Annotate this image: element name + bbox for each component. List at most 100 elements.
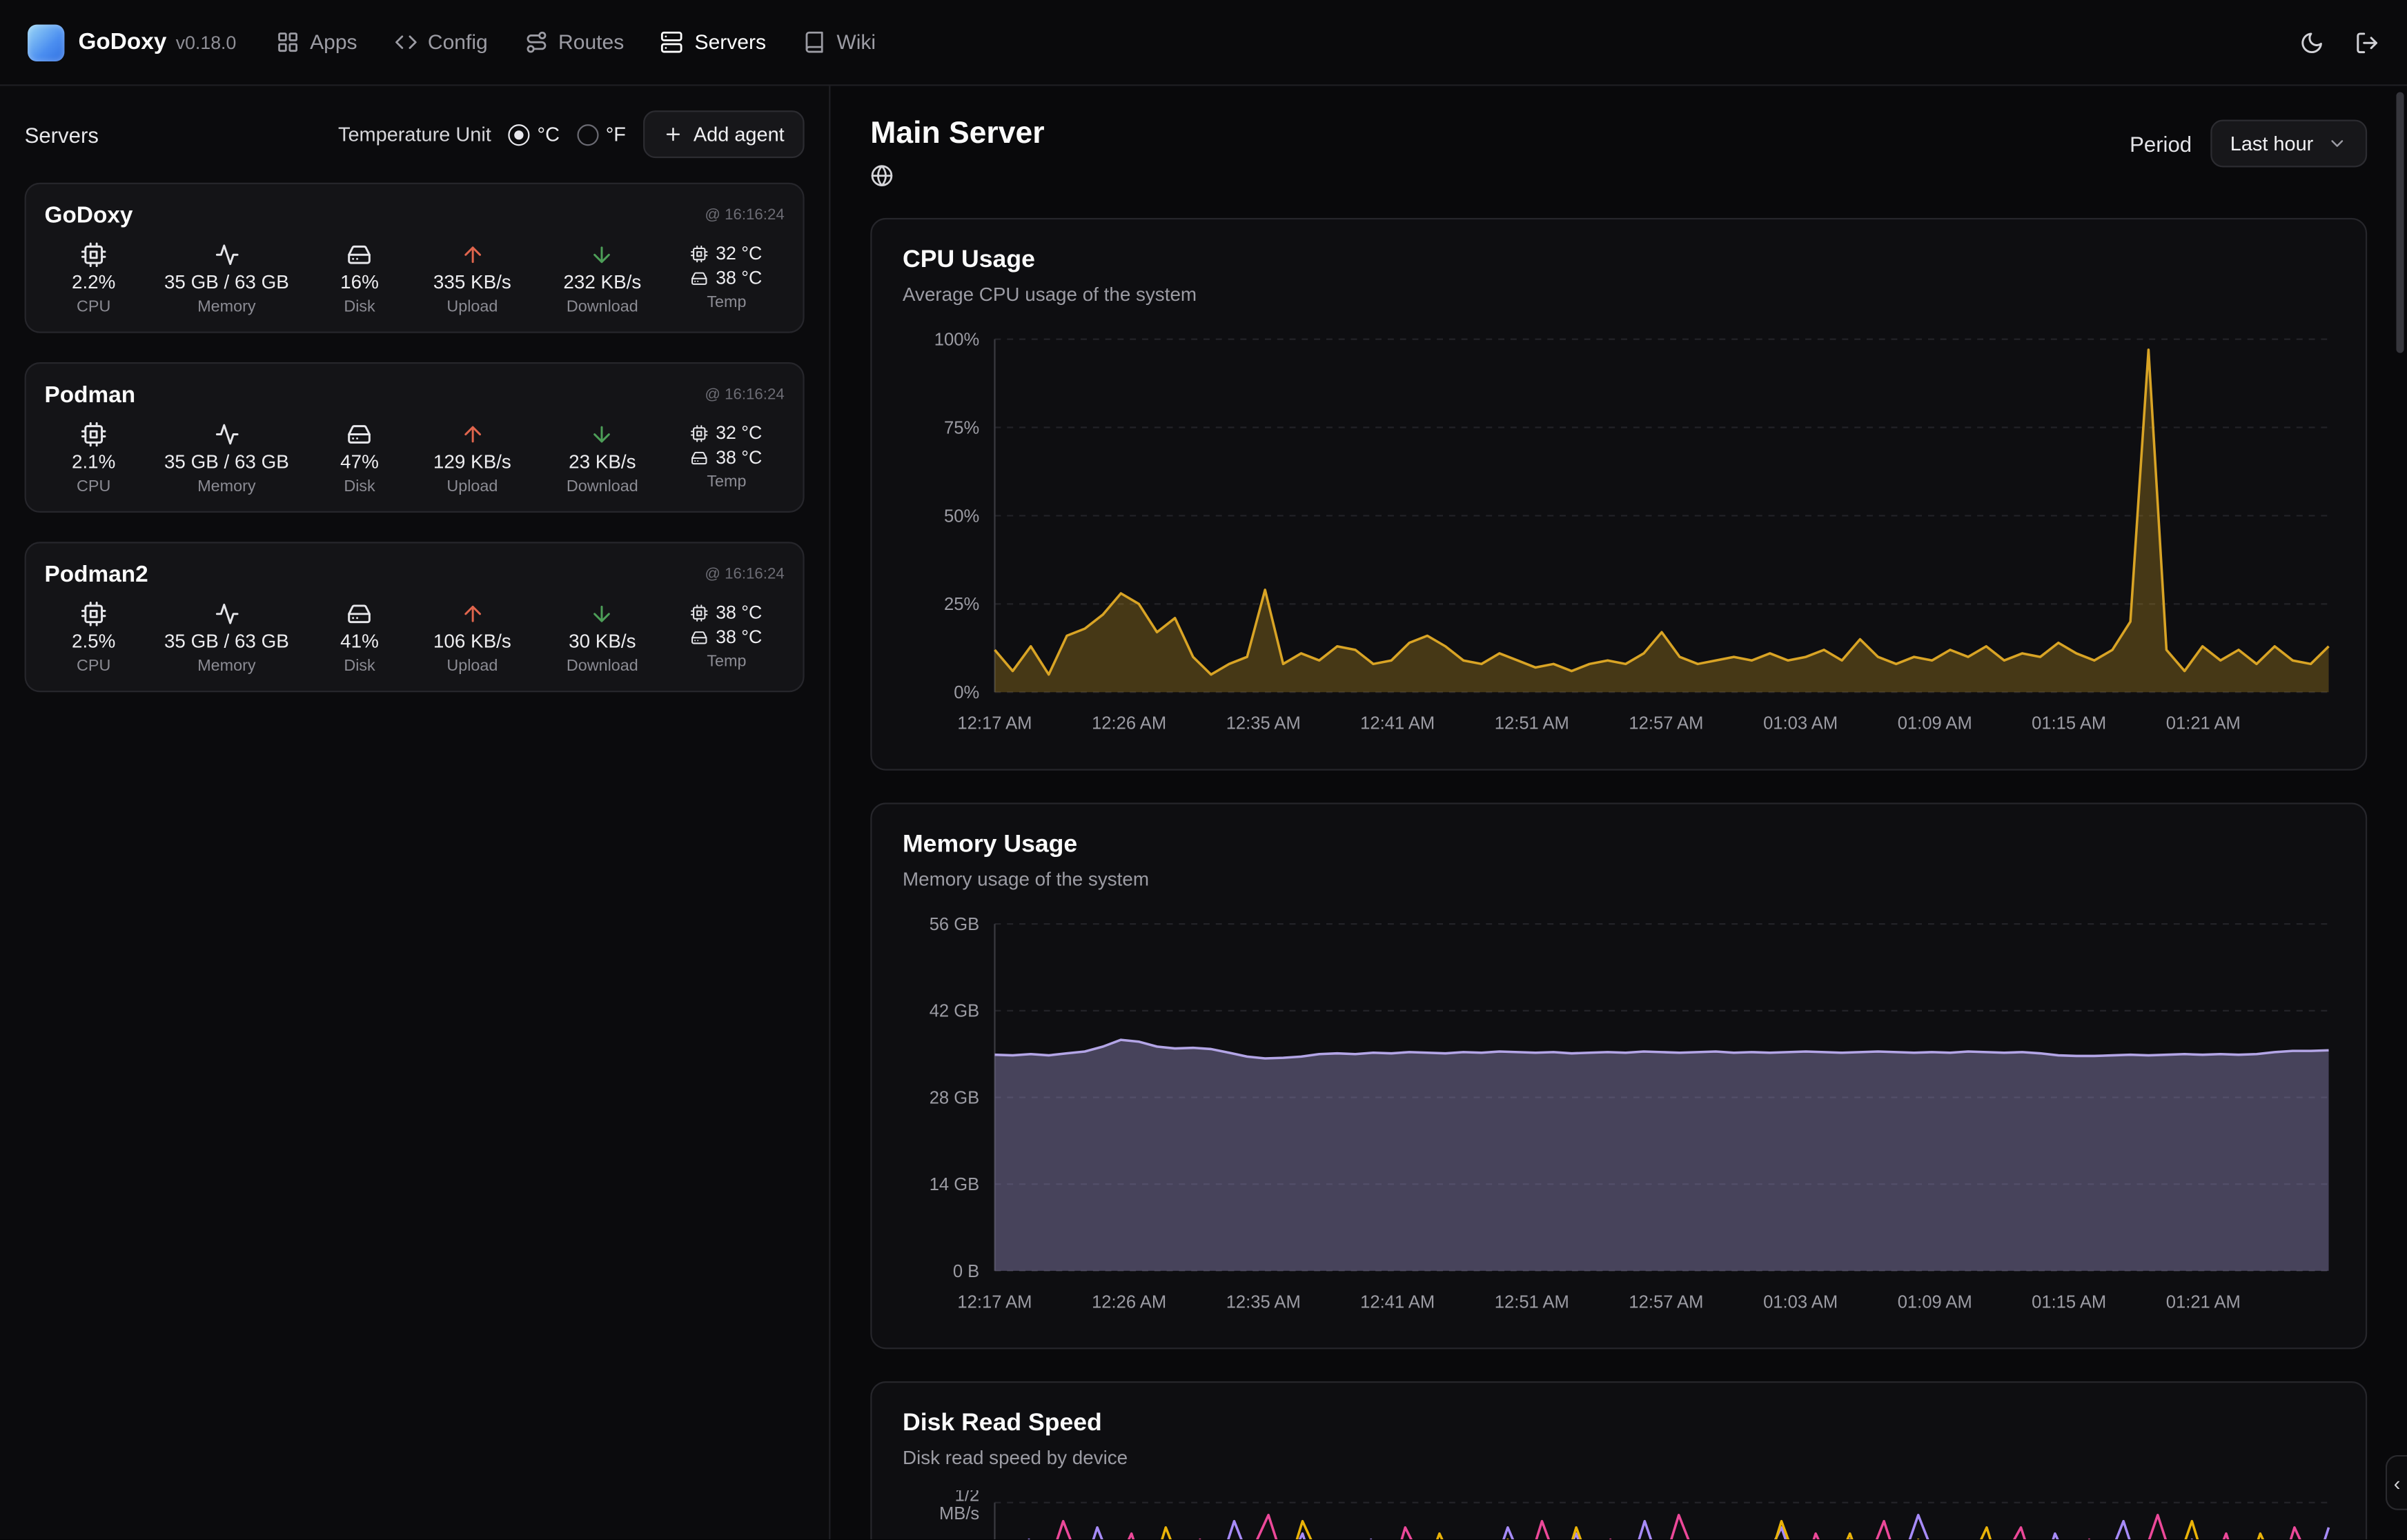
- chart-title: CPU Usage: [903, 247, 2335, 275]
- upload-label: Upload: [446, 298, 498, 317]
- globe-icon[interactable]: [870, 164, 895, 187]
- memory-value: 35 GB / 63 GB: [164, 272, 289, 293]
- server-list: GoDoxy @ 16:16:24 2.2% CPU 35 GB / 63 GB: [25, 183, 805, 693]
- add-agent-label: Add agent: [694, 123, 785, 146]
- svg-text:01:03 AM: 01:03 AM: [1763, 1292, 1838, 1312]
- svg-text:12:51 AM: 12:51 AM: [1495, 714, 1569, 733]
- navbar-left: GoDoxy v0.18.0 Apps Config Routes Server…: [28, 23, 912, 60]
- disk-read-speed-card: Disk Read Speed Disk read speed by devic…: [870, 1381, 2367, 1539]
- cpu-chip-icon: [691, 604, 708, 620]
- unit-fahrenheit-radio[interactable]: °F: [576, 123, 625, 146]
- chart-title: Memory Usage: [903, 832, 2335, 860]
- nav-item-servers[interactable]: Servers: [661, 30, 766, 53]
- svg-text:12:17 AM: 12:17 AM: [957, 714, 1032, 733]
- svg-text:12:26 AM: 12:26 AM: [1092, 714, 1166, 733]
- nav-item-label: Routes: [558, 30, 624, 53]
- vertical-scrollbar-thumb[interactable]: [2396, 92, 2404, 353]
- server-card-podman[interactable]: Podman @ 16:16:24 2.1% CPU 35 GB / 63 GB: [25, 362, 805, 513]
- disk-temp-row: 38 °C: [691, 267, 763, 288]
- content-area: Servers Temperature Unit °C °F Add agent: [0, 86, 2407, 1540]
- server-name: Podman: [45, 382, 136, 408]
- cpu-chip-icon: [81, 242, 106, 267]
- period-select[interactable]: Last hour: [2210, 120, 2367, 168]
- add-agent-button[interactable]: Add agent: [642, 110, 804, 158]
- arrow-down-icon: [590, 242, 615, 267]
- temp-label: Temp: [707, 652, 746, 671]
- svg-text:100%: 100%: [934, 330, 979, 350]
- memory-value: 35 GB / 63 GB: [164, 451, 289, 473]
- nav-item-label: Config: [428, 30, 488, 53]
- server-stats: 2.2% CPU 35 GB / 63 GB Memory 16% Disk: [45, 242, 785, 316]
- cpu-temp-row: 32 °C: [691, 242, 763, 264]
- disk-label: Disk: [344, 477, 375, 496]
- memory-usage-chart: 56 GB42 GB28 GB14 GB0 B12:17 AM12:26 AM1…: [903, 911, 2335, 1320]
- svg-text:0%: 0%: [954, 683, 979, 702]
- arrow-up-icon: [460, 602, 485, 626]
- cpu-chip-icon: [81, 602, 106, 626]
- disk-label: Disk: [344, 298, 375, 317]
- collapse-panel-handle[interactable]: ‹: [2386, 1455, 2407, 1510]
- sidebar-header: Servers Temperature Unit °C °F Add agent: [25, 110, 805, 158]
- nav-item-routes[interactable]: Routes: [524, 30, 624, 53]
- cpu-usage-chart: 100%75%50%25%0%12:17 AM12:26 AM12:35 AM1…: [903, 327, 2335, 742]
- unit-celsius-radio[interactable]: °C: [508, 123, 560, 146]
- temperature-unit-controls: Temperature Unit °C °F Add agent: [338, 110, 805, 158]
- server-card-godoxy[interactable]: GoDoxy @ 16:16:24 2.2% CPU 35 GB / 63 GB: [25, 183, 805, 333]
- stat-disk: 41% Disk: [311, 602, 409, 675]
- navbar-right: [2299, 30, 2379, 55]
- svg-text:28 GB: 28 GB: [930, 1088, 980, 1107]
- temp-rows: 32 °C 38 °C: [691, 242, 763, 288]
- memory-label: Memory: [197, 298, 255, 317]
- svg-text:14 GB: 14 GB: [930, 1175, 980, 1194]
- chevron-down-icon: [2327, 134, 2347, 154]
- svg-text:12:17 AM: 12:17 AM: [957, 1292, 1032, 1312]
- memory-value: 35 GB / 63 GB: [164, 631, 289, 652]
- disk-temp-row: 38 °C: [691, 626, 763, 648]
- stat-memory: 35 GB / 63 GB Memory: [143, 422, 311, 496]
- temp-label: Temp: [707, 293, 746, 312]
- servers-sidebar: Servers Temperature Unit °C °F Add agent: [0, 86, 830, 1540]
- temp-label: Temp: [707, 473, 746, 491]
- chart-subtitle: Disk read speed by device: [903, 1448, 2335, 1469]
- upload-value: 335 KB/s: [433, 272, 511, 293]
- disk-read-speed-chart: 1/2MB/s: [903, 1490, 2335, 1539]
- cpu-chip-icon: [691, 424, 708, 441]
- cpu-label: CPU: [77, 298, 110, 317]
- download-label: Download: [567, 657, 638, 675]
- temp-rows: 38 °C 38 °C: [691, 602, 763, 648]
- hard-drive-icon: [691, 449, 708, 466]
- server-stats: 2.5% CPU 35 GB / 63 GB Memory 41% Disk: [45, 602, 785, 675]
- nav-item-wiki[interactable]: Wiki: [803, 30, 876, 53]
- disk-value: 16%: [340, 272, 379, 293]
- svg-text:75%: 75%: [944, 418, 979, 437]
- nav-item-config[interactable]: Config: [394, 30, 488, 53]
- dark-mode-moon-icon[interactable]: [2299, 30, 2324, 55]
- disk-temp-value: 38 °C: [716, 267, 762, 288]
- stat-download: 23 KB/s Download: [536, 422, 669, 496]
- stat-disk: 47% Disk: [311, 422, 409, 496]
- svg-text:12:35 AM: 12:35 AM: [1226, 1292, 1301, 1312]
- svg-text:01:09 AM: 01:09 AM: [1898, 714, 1972, 733]
- app-logo[interactable]: [28, 23, 64, 60]
- disk-temp-row: 38 °C: [691, 446, 763, 468]
- svg-text:12:57 AM: 12:57 AM: [1629, 714, 1703, 733]
- activity-icon: [215, 242, 239, 267]
- svg-text:01:15 AM: 01:15 AM: [2032, 714, 2106, 733]
- stat-memory: 35 GB / 63 GB Memory: [143, 242, 311, 316]
- radio-unselected-icon: [576, 124, 598, 145]
- book-icon: [803, 30, 825, 53]
- stat-download: 30 KB/s Download: [536, 602, 669, 675]
- arrow-up-icon: [460, 422, 485, 447]
- disk-temp-value: 38 °C: [716, 446, 762, 468]
- nav-item-label: Apps: [310, 30, 357, 53]
- cpu-usage-card: CPU Usage Average CPU usage of the syste…: [870, 218, 2367, 771]
- nav-item-apps[interactable]: Apps: [276, 30, 357, 53]
- app-name: GoDoxy: [78, 29, 166, 55]
- memory-label: Memory: [197, 657, 255, 675]
- memory-usage-card: Memory Usage Memory usage of the system …: [870, 802, 2367, 1349]
- main-panel: Main Server Period Last hour CPU Usage A…: [830, 86, 2407, 1540]
- server-card-podman2[interactable]: Podman2 @ 16:16:24 2.5% CPU 35 GB / 63 G…: [25, 542, 805, 692]
- server-timestamp: @ 16:16:24: [705, 387, 784, 404]
- logout-icon[interactable]: [2355, 30, 2379, 55]
- stat-cpu: 2.2% CPU: [45, 242, 143, 316]
